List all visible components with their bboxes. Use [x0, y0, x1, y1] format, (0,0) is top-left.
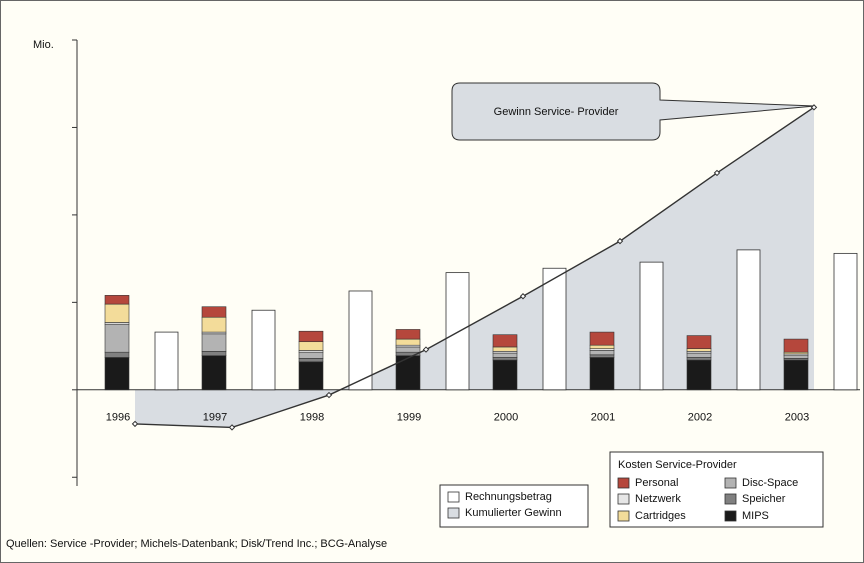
point [616, 237, 624, 245]
bar [542, 267, 567, 391]
bar-segment [298, 330, 324, 343]
bar-segment [783, 338, 809, 353]
bar-segment [104, 323, 130, 353]
bar-segment [492, 357, 518, 361]
bar-segment [686, 348, 712, 352]
legend-swatch [617, 510, 630, 522]
bar-segment [783, 359, 809, 391]
bar-segment [201, 316, 227, 333]
point [228, 424, 236, 431]
x-tick-label: 1997 [203, 412, 227, 424]
bar-segment [201, 351, 227, 356]
bar-segment [492, 346, 518, 352]
bar-segment [686, 357, 712, 361]
legend-box [439, 484, 589, 528]
bar-segment [783, 355, 809, 359]
bar-segment [686, 335, 712, 350]
x-tick-label: 2000 [494, 412, 518, 424]
bar-segment [395, 338, 421, 346]
bar-segment [104, 351, 130, 358]
bar [348, 290, 373, 391]
bar-segment [104, 357, 130, 391]
legend-swatch [724, 477, 737, 489]
legend-swatch [447, 507, 460, 519]
bar-segment [395, 355, 421, 391]
bar-segment [589, 350, 615, 356]
bar-segment [298, 358, 324, 363]
bar-segment [686, 352, 712, 358]
annotation: Gewinn Service- Provider [494, 106, 619, 118]
legend-title: Kosten Service-Provider [618, 459, 737, 471]
x-tick-label: 2003 [785, 412, 809, 424]
point [325, 391, 333, 399]
bar-segment [104, 303, 130, 323]
bar-segment [298, 341, 324, 351]
legend-label: MIPS [742, 510, 769, 522]
area-line [134, 106, 815, 429]
bar [251, 309, 276, 391]
x-tick-label: 1999 [397, 412, 421, 424]
bar-segment [589, 357, 615, 391]
bar-segment [298, 351, 324, 359]
bar-segment [589, 331, 615, 346]
legend-label: Speicher [742, 493, 786, 505]
x-tick-label: 1996 [106, 412, 130, 424]
point [713, 169, 721, 177]
legend-label: Kumulierter Gewinn [465, 507, 562, 519]
bar [154, 331, 179, 391]
legend-label: Rechnungsbetrag [465, 491, 552, 503]
x-tick-label: 2001 [591, 412, 615, 424]
point [422, 346, 430, 353]
bar-segment [686, 359, 712, 391]
legend-label: Disc-Space [742, 477, 798, 489]
legend-swatch [724, 510, 737, 522]
bar-segment [395, 346, 421, 353]
bar-segment [201, 306, 227, 318]
x-tick-label: 2002 [688, 412, 712, 424]
legend-swatch [724, 493, 737, 505]
legend-label: Personal [635, 477, 678, 489]
legend-swatch [617, 477, 630, 489]
bar [736, 249, 761, 391]
legend-label: Cartridges [635, 510, 686, 522]
bar-segment [492, 352, 518, 358]
bar-segment [201, 355, 227, 391]
bar-segment [589, 344, 615, 350]
legend-label: Netzwerk [635, 493, 681, 505]
bar-segment [492, 334, 518, 348]
bar [639, 261, 664, 391]
callout [451, 82, 816, 141]
point [131, 420, 139, 428]
legend-box [609, 451, 824, 528]
bar-segment [589, 354, 615, 358]
legend-swatch [617, 493, 630, 505]
bar-segment [395, 329, 421, 340]
y-axis-label: Mio. [33, 39, 54, 51]
source: Quellen: Service -Provider; Michels-Date… [6, 538, 387, 550]
bar [445, 272, 470, 391]
bar-segment [104, 295, 130, 305]
bar [833, 252, 858, 391]
bar-segment [492, 359, 518, 391]
point [810, 104, 818, 111]
bar-segment [298, 361, 324, 391]
bar-segment [201, 333, 227, 352]
legend-swatch [447, 491, 460, 503]
x-tick-label: 1998 [300, 412, 324, 424]
point [519, 293, 527, 300]
